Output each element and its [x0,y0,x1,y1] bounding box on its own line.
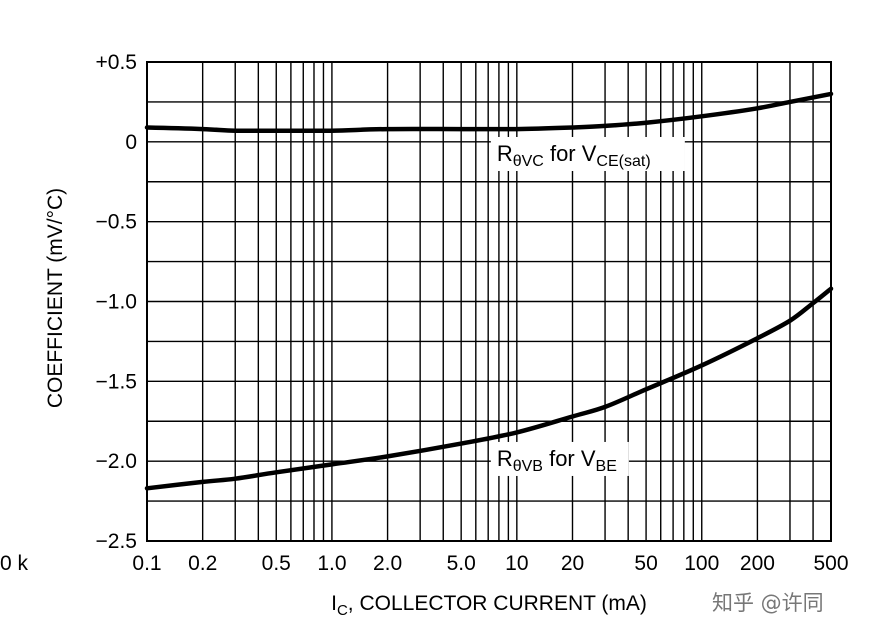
curve-label-mid: for V [543,446,596,471]
series-line-1 [144,91,834,134]
curves [144,91,834,491]
y-tick-label: −1.0 [96,291,137,314]
curve-label-sub: θVB [513,458,543,475]
curve-label-mid: for V [544,141,597,166]
x-tick-label: 200 [740,552,775,575]
curve-labels: RθVC for VCE(sat)RθVB for VBE [490,136,685,476]
curve-label-background [490,441,629,476]
y-tick-label: +0.5 [96,51,137,74]
x-axis-title: IC, COLLECTOR CURRENT (mA) [331,592,647,619]
series-line-2 [144,286,834,491]
x-axis-title-main: I [331,592,337,615]
y-tick-labels: +0.5 0 −0.5 −1.0 −1.5 −2.0 −2.5 [96,51,137,553]
x-tick-label: 0.1 [132,552,161,575]
grid [146,61,832,542]
curve-label-1: RθVC for VCE(sat) [497,141,651,170]
x-tick-label: 50 [634,552,657,575]
y-tick-label: −2.5 [96,530,137,553]
x-axis-title-rest: , COLLECTOR CURRENT (mA) [348,592,647,615]
curve-label-background [490,136,685,171]
x-tick-label: 500 [813,552,848,575]
curve-label-main: R [497,446,513,471]
curve-label-sub2: CE(sat) [596,153,650,170]
curve-label-main: R [497,141,513,166]
y-tick-label: 0 [125,131,137,154]
y-tick-label: −2.0 [96,450,137,473]
curve-label-sub2: BE [596,458,617,475]
plot-frame [146,61,832,542]
x-tick-label: 0.2 [188,552,217,575]
x-tick-label: 10 [505,552,528,575]
x-tick-label: 20 [561,552,584,575]
y-axis-title: COEFFICIENT (mV/°C) [44,188,67,408]
x-tick-label: 2.0 [373,552,402,575]
x-tick-labels: 0.1 0.2 0.5 1.0 2.0 5.0 10 20 50 100 200 500 [132,552,848,575]
x-tick-label: 100 [684,552,719,575]
left-fragment-label: 0 k [0,552,29,575]
x-tick-label: 1.0 [317,552,346,575]
x-tick-label: 0.5 [262,552,291,575]
y-tick-label: −0.5 [96,211,137,234]
x-axis-title-sub: C [337,602,348,619]
y-tick-label: −1.5 [96,370,137,393]
curve-label-sub: θVC [513,153,544,170]
watermark: 知乎 @许同 [712,591,824,615]
x-tick-label: 5.0 [447,552,476,575]
curve-label-2: RθVB for VBE [497,446,617,475]
